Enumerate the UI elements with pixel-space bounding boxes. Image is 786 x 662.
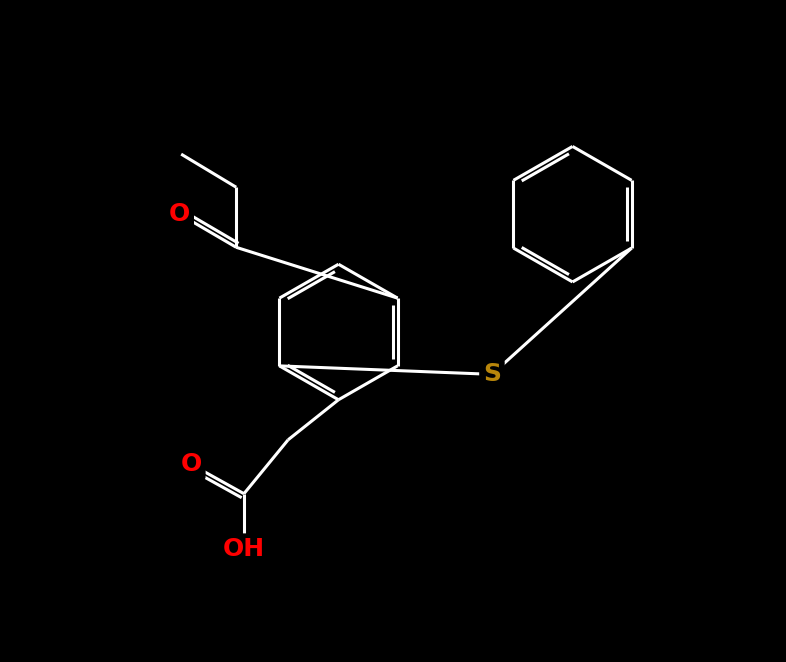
Text: O: O <box>169 202 190 226</box>
Text: S: S <box>483 362 501 387</box>
Text: OH: OH <box>223 537 265 561</box>
Text: O: O <box>181 452 202 477</box>
